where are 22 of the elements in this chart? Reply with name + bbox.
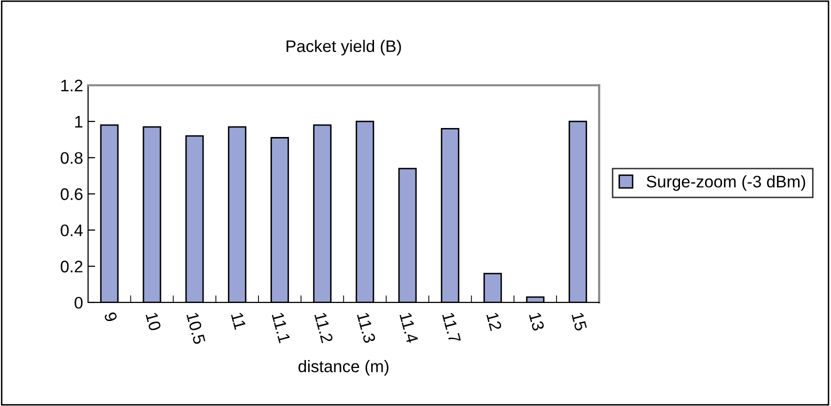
y-tick-label: 0.2 xyxy=(60,260,82,272)
x-tick-label: 11.4 xyxy=(400,312,418,344)
x-tick-label: 11.2 xyxy=(314,312,334,344)
x-tick-label: 11.1 xyxy=(272,312,290,344)
x-tick-label: 15 xyxy=(571,312,587,332)
x-axis-title: distance (m) xyxy=(298,360,388,376)
chart-title: Packet yield (B) xyxy=(286,40,401,56)
y-tick-label: 0.8 xyxy=(60,152,82,164)
x-tick-label: 10.5 xyxy=(186,312,206,345)
y-tick-label: 1 xyxy=(75,116,82,128)
x-tick-label: 11.3 xyxy=(356,312,376,344)
y-tick-label: 1.2 xyxy=(61,80,82,92)
x-tick-label: 11 xyxy=(231,312,246,330)
x-tick-label: 13 xyxy=(528,312,545,332)
legend-label: Surge-zoom (-3 dBm) xyxy=(646,175,806,191)
x-tick-label: 12 xyxy=(486,312,502,332)
x-tick-label: 9 xyxy=(104,312,118,322)
x-tick-label: 11.7 xyxy=(442,312,461,344)
y-tick-label: 0.4 xyxy=(60,224,83,236)
y-tick-label: 0.6 xyxy=(60,188,82,200)
x-tick-label: 10 xyxy=(146,312,162,332)
y-tick-label: 0 xyxy=(74,296,83,309)
